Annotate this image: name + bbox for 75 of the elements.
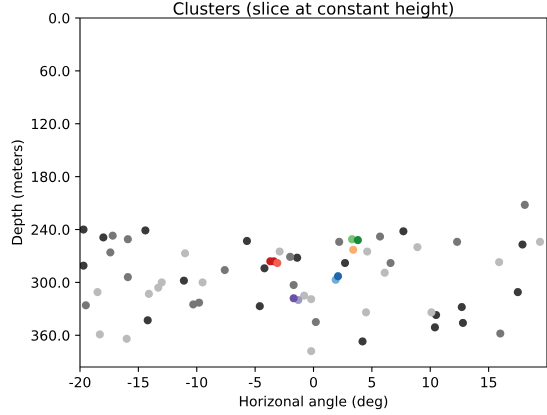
point bbox=[536, 238, 544, 246]
y-tick-label: 60.0 bbox=[40, 66, 70, 76]
point bbox=[334, 272, 342, 280]
point bbox=[300, 292, 308, 300]
point bbox=[82, 301, 90, 310]
y-tick-label: 0.0 bbox=[49, 12, 70, 24]
point bbox=[335, 238, 344, 246]
point bbox=[80, 262, 88, 270]
chart-title: Clusters (slice at constant height) bbox=[174, 2, 453, 18]
point bbox=[273, 258, 282, 268]
point bbox=[220, 266, 229, 274]
point bbox=[458, 318, 467, 327]
point bbox=[458, 303, 466, 312]
point bbox=[144, 290, 153, 298]
x-tick-label: 10 bbox=[422, 376, 438, 388]
point bbox=[158, 278, 166, 286]
point bbox=[518, 240, 527, 249]
point bbox=[290, 294, 298, 302]
x-tick-label: -5 bbox=[248, 377, 261, 388]
point bbox=[242, 236, 251, 246]
point bbox=[307, 295, 316, 304]
point bbox=[363, 248, 372, 256]
point bbox=[106, 248, 114, 256]
point bbox=[144, 316, 152, 324]
y-tick-label: 300.0 bbox=[32, 277, 70, 288]
point bbox=[514, 288, 522, 296]
x-tick-label: 0 bbox=[310, 376, 317, 388]
y-tick-label: 240.0 bbox=[32, 224, 70, 235]
point bbox=[354, 236, 362, 244]
point bbox=[520, 200, 529, 209]
point bbox=[293, 254, 302, 262]
point bbox=[276, 248, 284, 256]
point bbox=[195, 298, 204, 307]
y-tick-label: 180.0 bbox=[32, 172, 70, 182]
point bbox=[307, 347, 316, 356]
y-tick-label: 120.0 bbox=[32, 118, 70, 130]
x-tick-label: 15 bbox=[481, 377, 496, 388]
point bbox=[93, 288, 102, 296]
point bbox=[376, 232, 384, 241]
point bbox=[312, 318, 320, 326]
y-tick-label: 360.0 bbox=[32, 330, 70, 341]
x-axis-title: Horizonal angle (deg) bbox=[240, 396, 388, 410]
point bbox=[286, 252, 294, 261]
point bbox=[260, 264, 269, 272]
point bbox=[122, 334, 131, 343]
x-tick-label: 5 bbox=[368, 377, 376, 388]
point bbox=[496, 329, 504, 338]
point bbox=[180, 276, 188, 285]
point bbox=[340, 258, 350, 268]
x-tick-label: -15 bbox=[128, 377, 149, 388]
point bbox=[141, 226, 150, 234]
point bbox=[399, 227, 408, 236]
x-tick-label: -20 bbox=[69, 376, 90, 388]
point bbox=[124, 273, 132, 282]
point bbox=[380, 268, 389, 277]
point bbox=[108, 232, 117, 240]
point bbox=[413, 243, 422, 252]
point bbox=[427, 308, 436, 316]
x-tick-label: -10 bbox=[186, 376, 208, 388]
point bbox=[386, 258, 395, 268]
point bbox=[256, 302, 264, 310]
point bbox=[198, 278, 207, 286]
point bbox=[181, 249, 190, 258]
point bbox=[290, 280, 298, 290]
point bbox=[495, 258, 504, 266]
y-axis-title: Depth (meters) bbox=[12, 140, 25, 244]
point bbox=[349, 246, 358, 254]
point bbox=[430, 323, 439, 332]
point bbox=[358, 337, 367, 346]
point bbox=[99, 233, 108, 242]
point bbox=[362, 308, 370, 316]
point bbox=[124, 235, 132, 244]
point bbox=[80, 225, 88, 234]
point bbox=[96, 330, 104, 338]
point bbox=[453, 238, 462, 246]
